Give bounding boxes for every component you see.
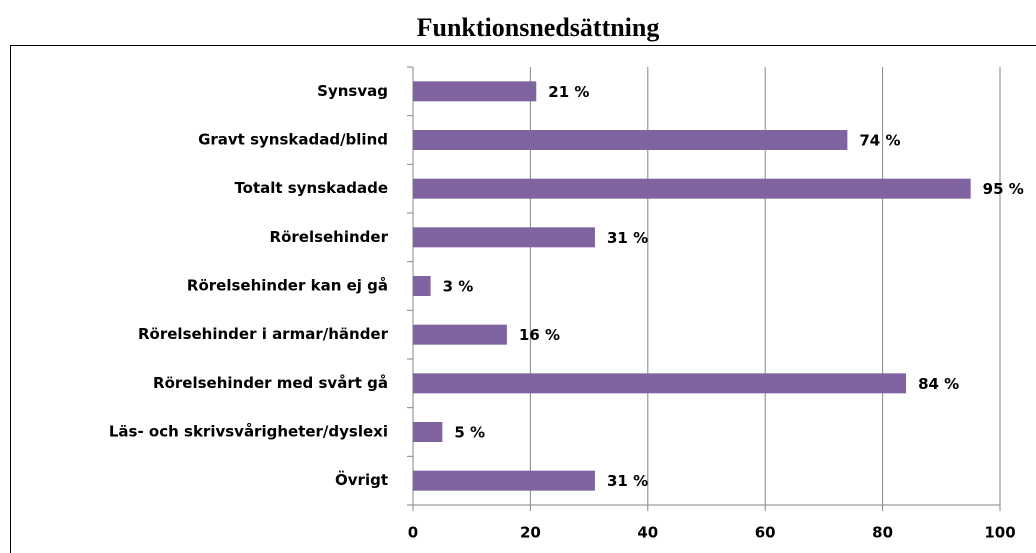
chart-title: Funktionsnedsättning	[417, 13, 660, 42]
value-label: 31 %	[607, 229, 648, 247]
value-label: 3 %	[443, 278, 474, 296]
bar	[413, 130, 848, 150]
value-label: 84 %	[918, 375, 959, 393]
x-tick-label: 0	[408, 524, 418, 542]
x-tick-label: 40	[637, 524, 658, 542]
chart-border	[10, 45, 1036, 553]
value-label: 16 %	[519, 326, 560, 344]
value-label: 21 %	[548, 83, 589, 101]
value-label: 74 %	[859, 132, 900, 150]
bar	[413, 178, 971, 199]
x-tick-label: 60	[755, 524, 776, 542]
bar	[413, 470, 595, 491]
bar	[413, 276, 431, 296]
bar	[413, 227, 595, 248]
y-tick-label: Läs- och skrivsvårigheter/dyslexi	[109, 423, 388, 441]
x-tick-label: 100	[984, 524, 1015, 542]
y-tick-label: Totalt synskadade	[234, 179, 388, 197]
x-tick-label: 20	[520, 524, 541, 542]
bar	[413, 81, 537, 102]
y-tick-label: Övrigt	[335, 470, 388, 489]
y-tick-label: Rörelsehinder	[270, 228, 389, 246]
bar	[413, 373, 907, 394]
y-tick-label: Synsvag	[317, 82, 388, 100]
y-tick-label: Rörelsehinder i armar/händer	[138, 325, 389, 343]
y-tick-label: Rörelsehinder kan ej gå	[187, 277, 388, 295]
value-label: 95 %	[983, 180, 1024, 198]
y-tick-label: Rörelsehinder med svårt gå	[153, 374, 388, 392]
value-label: 31 %	[607, 472, 648, 490]
y-tick-label: Gravt synskadad/blind	[198, 131, 388, 149]
value-label: 5 %	[454, 424, 485, 442]
bar	[413, 422, 443, 442]
x-tick-label: 80	[872, 524, 893, 542]
bar	[413, 324, 507, 345]
